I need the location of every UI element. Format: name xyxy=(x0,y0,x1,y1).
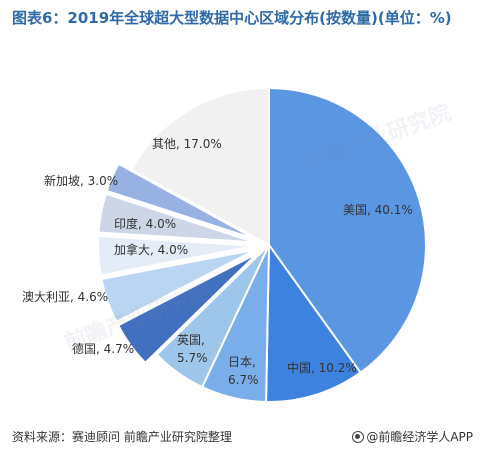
slice-label-5: 德国, 4.7% xyxy=(72,341,134,356)
pie-slice-8 xyxy=(97,192,256,244)
slice-label-3: 日本, 6.7% xyxy=(228,355,259,387)
slice-label-7: 加拿大, 4.0% xyxy=(114,242,188,257)
slice-label-6: 澳大利亚, 4.6% xyxy=(22,290,108,304)
pie-slice-5 xyxy=(116,252,259,365)
chart-title: 图表6：2019年全球超大型数据中心区域分布(按数量)(单位：%) xyxy=(12,9,452,27)
pie-chart: 美国, 40.1% 中国, 10.2% 日本, 6.7% 英国, 5.7% 德国, 4.7%… xyxy=(22,86,427,403)
slice-label-10: 其他, 17.0% xyxy=(152,137,222,151)
slice-label-4: 英国, 5.7% xyxy=(177,333,208,365)
pie-slice-6 xyxy=(100,248,257,324)
slice-label-1: 美国, 40.1% xyxy=(343,203,413,217)
pie-slice-9 xyxy=(105,162,257,241)
pie-slice-1 xyxy=(268,86,427,374)
source-text: 资料来源：赛迪顾问 前瞻产业研究院整理 xyxy=(12,430,232,444)
pie-slice-4 xyxy=(155,244,270,389)
slice-label-8: 印度, 4.0% xyxy=(114,216,176,231)
pie-slice-2 xyxy=(265,241,362,403)
brand-text: @前瞻经济学人APP xyxy=(366,430,473,444)
slice-label-9: 新加坡, 3.0% xyxy=(44,173,118,188)
brand-logo-icon xyxy=(352,431,365,443)
pie-slice-7 xyxy=(97,234,256,277)
footer: 资料来源：赛迪顾问 前瞻产业研究院整理 @前瞻经济学人APP xyxy=(0,428,485,452)
slice-label-2: 中国, 10.2% xyxy=(287,360,357,375)
pie-slice-10 xyxy=(130,86,270,247)
brand-link[interactable]: @前瞻经济学人APP xyxy=(352,428,473,445)
